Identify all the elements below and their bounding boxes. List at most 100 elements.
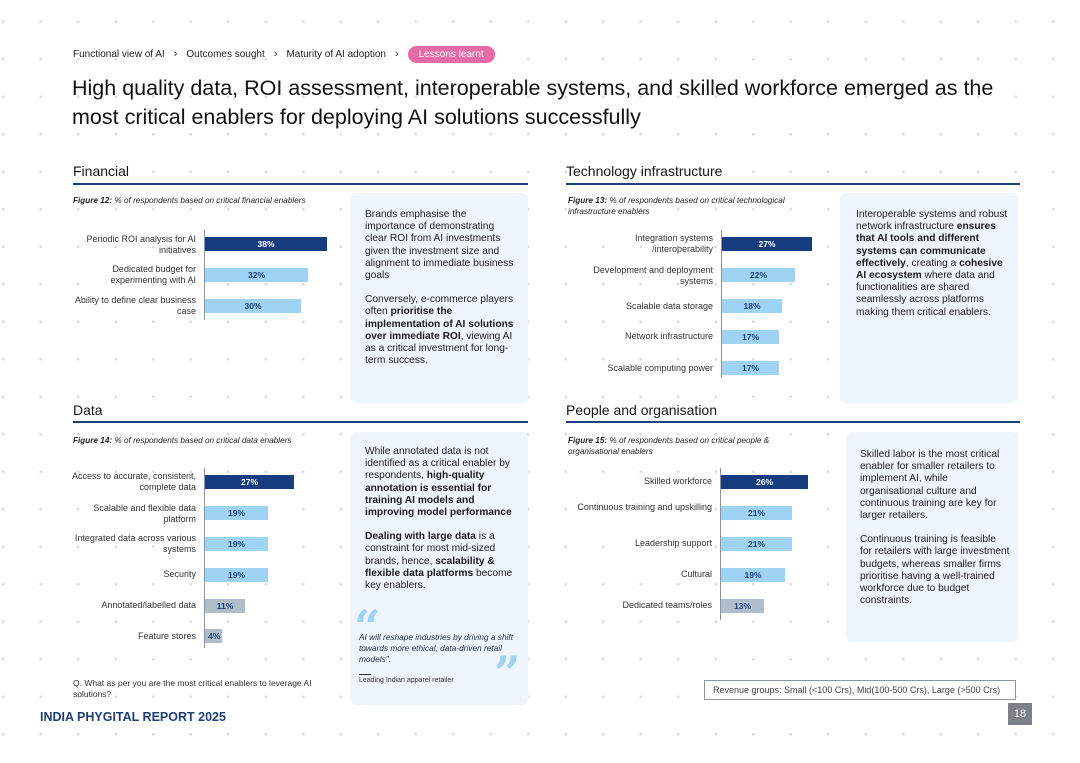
bar-label: Integrated data across various systems [74,533,196,554]
bar-network-infra: 17% [722,330,779,344]
note-emphasis: Dealing with large data [365,531,476,543]
note-text: Skilled labor is the most critical enabl… [860,449,1010,619]
note-span: Conversely, e-commerce players often [365,294,514,318]
bar-label: Integration systems /interoperability [634,233,713,254]
note-emphasis: prioritise the implementation of AI solu… [365,306,514,342]
chevron-right-icon: › [273,48,278,60]
note-paragraph: Continuous training is feasible for reta… [860,534,1010,607]
bar-scalable-flexible: 19% [205,506,268,520]
quote-dash [359,674,371,675]
note-emphasis: ensures that AI tools and different syst… [856,221,996,269]
figure-caption-text: % of respondents based on critical techn… [568,196,785,216]
bar-label: Cultural [680,569,712,579]
bar-feature-stores: 4% [205,629,222,643]
note-span: become key enablers. [365,567,513,592]
note-emphasis: cohesive AI ecosystem [856,257,1003,282]
note-span: is a constraint for most mid-sized brand… [365,531,496,567]
figure-label: Figure 13: [568,196,608,205]
bar-label: Feature stores [137,631,196,641]
breadcrumb-item-maturity[interactable]: Maturity of AI adoption [286,48,386,60]
chart-axis [204,468,205,648]
note-text: Interoperable systems and robust network… [856,209,1008,331]
figure-caption: Figure 14: % of respondents based on cri… [73,435,328,446]
note-paragraph: Skilled labor is the most critical enabl… [860,449,1000,522]
chart-financial: Periodic ROI analysis for AI initiatives… [60,225,345,325]
chevron-right-icon: › [173,48,178,60]
bar-label: Skilled workforce [643,476,712,486]
figure-caption-text: % of respondents based on critical data … [114,436,292,445]
bar-leadership-support: 21% [721,537,792,551]
bar-cultural: 19% [721,568,785,582]
breadcrumb: Functional view of AI › Outcomes sought … [73,45,495,63]
section-title-data: Data [73,402,103,418]
bar-annotated-data: 11% [205,599,245,613]
chevron-right-icon: › [394,48,399,60]
note-box-technology: Interoperable systems and robust network… [840,193,1018,403]
note-span: Interoperable systems and robust network… [856,209,1008,233]
bar-label: Security [163,569,196,579]
bar-label: Scalable and flexible data platform [93,503,196,524]
note-text: While annotated data is not identified a… [365,446,517,604]
bar-scalable-computing: 17% [722,361,779,375]
note-span: where data and functionalities are share… [856,270,995,318]
figure-caption: Figure 15: % of respondents based on cri… [568,435,813,457]
bar-label: Leadership support [634,538,712,548]
section-title-technology: Technology infrastructure [566,163,723,179]
note-paragraph: Interoperable systems and robust network… [856,209,1008,319]
figure-label: Figure 14: [73,436,113,445]
note-paragraph: Brands emphasise the importance of demon… [365,209,514,282]
figure-caption: Figure 13: % of respondents based on cri… [568,195,833,217]
figure-caption: Figure 12: % of respondents based on cri… [73,195,328,206]
bar-dedicated-teams: 13% [721,599,764,613]
chart-axis [204,230,205,320]
section-title-financial: Financial [73,163,130,179]
chart-axis [721,230,722,378]
section-divider [566,421,1020,423]
chart-axis [720,468,721,620]
bar-label: Ability to define clear business case [74,295,196,316]
section-divider [73,421,528,423]
bar-label: Scalable computing power [607,363,713,373]
note-box-people: Skilled labor is the most critical enabl… [846,432,1018,642]
note-paragraph: Conversely, e-commerce players often pri… [365,294,517,367]
bar-business-case: 30% [205,299,301,313]
bar-security: 19% [205,568,268,582]
bar-label: Dedicated teams/roles [622,600,712,610]
note-span: , creating a [905,257,960,269]
bar-scalable-storage: 18% [722,299,782,313]
bar-development-deployment: 22% [722,268,795,282]
figure-label: Figure 15: [568,436,608,445]
note-span: While annotated data is not identified a… [365,446,510,482]
bar-label: Access to accurate, consistent, complete… [71,471,196,492]
note-paragraph: Dealing with large data is a constraint … [365,531,517,592]
bar-label: Continuous training and upskilling [577,502,712,512]
bar-integration-systems: 27% [722,237,812,251]
breadcrumb-item-functional-view[interactable]: Functional view of AI [73,48,165,60]
bar-access-accurate-data: 27% [205,475,294,489]
figure-caption-text: % of respondents based on critical finan… [114,196,306,205]
bar-integrated-data: 19% [205,537,268,551]
chart-data: Access to accurate, consistent, complete… [60,465,345,650]
note-emphasis: high-quality annotation is essential for… [365,470,512,519]
bar-label: Annotated/labelled data [101,600,196,610]
section-divider [73,183,528,185]
chart-people: Skilled workforce 26% Continuous trainin… [570,465,830,625]
breadcrumb-item-lessons-learnt[interactable]: Lessons learnt [407,45,495,63]
note-text: Brands emphasise the importance of demon… [365,209,517,379]
bar-label: Development and deployment systems [593,265,713,286]
survey-question: Q. What as per you are the most critical… [73,678,312,699]
bar-continuous-training: 21% [721,506,792,520]
bar-label: Periodic ROI analysis for AI initiatives [86,234,196,255]
revenue-legend: Revenue groups: Small (<100 Crs), Mid(10… [704,680,1016,700]
figure-label: Figure 12: [73,196,113,205]
chart-technology: Integration systems /interoperability 27… [570,225,830,385]
section-title-people: People and organisation [566,402,718,418]
breadcrumb-item-outcomes[interactable]: Outcomes sought [186,48,265,60]
quote-close-icon: ” [494,646,521,700]
footer-brand: INDIA PHYGITAL REPORT 2025 [40,710,226,724]
note-emphasis: scalability & flexible data platforms [365,555,495,579]
page-number: 18 [1008,703,1032,725]
note-box-financial: Brands emphasise the importance of demon… [350,193,528,403]
bar-label: Dedicated budget for experimenting with … [110,264,196,285]
bar-label: Scalable data storage [625,301,713,311]
